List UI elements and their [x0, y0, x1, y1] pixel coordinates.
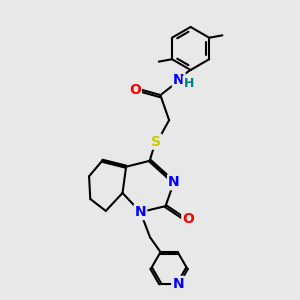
Text: H: H: [184, 76, 194, 90]
Text: O: O: [182, 212, 194, 226]
Text: N: N: [173, 73, 184, 86]
Text: N: N: [172, 277, 184, 291]
Text: S: S: [151, 135, 161, 148]
Text: N: N: [168, 175, 180, 189]
Text: N: N: [135, 205, 146, 219]
Text: O: O: [129, 83, 141, 97]
